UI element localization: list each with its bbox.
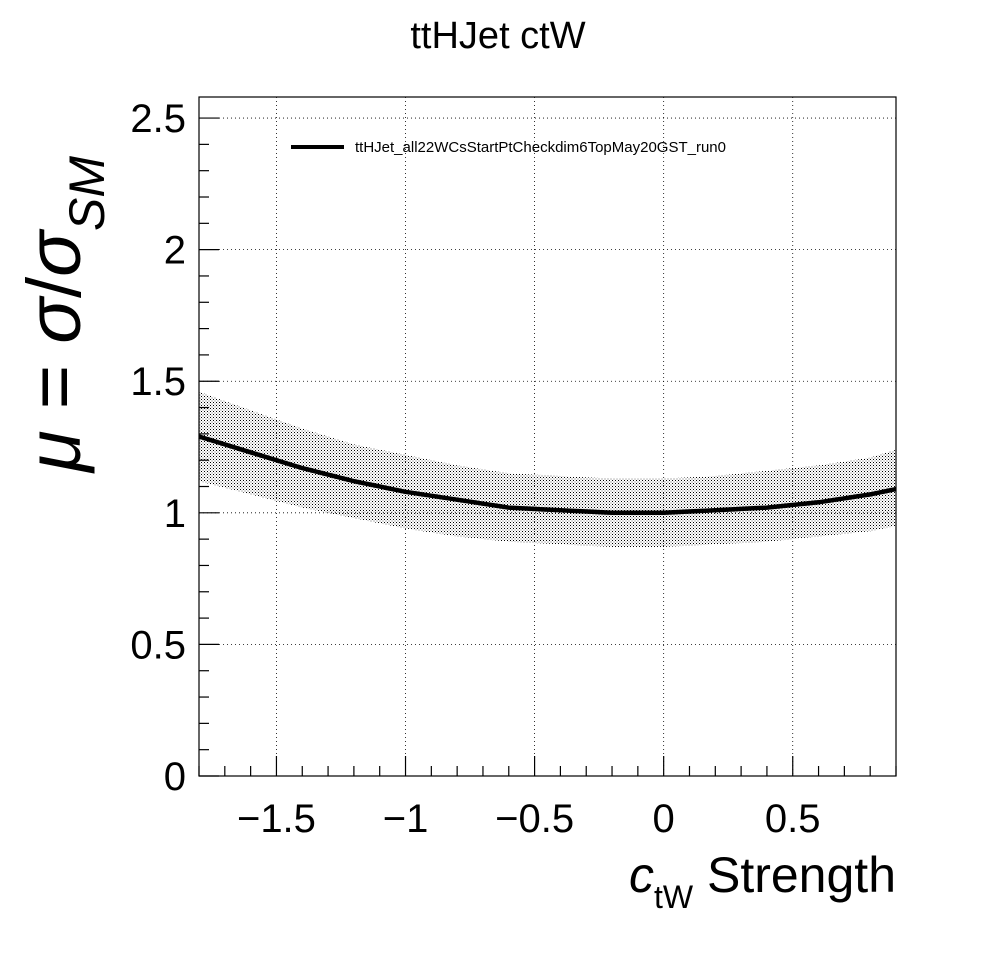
x-tick-label: 0 bbox=[653, 797, 675, 841]
chart-title: ttHJet ctW bbox=[410, 15, 585, 57]
series-line-group bbox=[198, 434, 897, 516]
x-tick-label: −0.5 bbox=[495, 797, 574, 841]
y-axis-label-subscript: SM bbox=[59, 156, 115, 231]
x-tick-label: 0.5 bbox=[765, 797, 821, 841]
y-tick-labels: 0 0.5 1 1.5 2 2.5 bbox=[130, 97, 186, 799]
y-tick-label: 1.5 bbox=[130, 360, 186, 404]
y-axis-label-slash: / bbox=[12, 276, 97, 298]
series-line bbox=[198, 434, 897, 516]
y-tick-label: 2.5 bbox=[130, 97, 186, 141]
plot-frame bbox=[198, 96, 897, 777]
y-tick-label: 2 bbox=[164, 229, 186, 273]
y-tick-label: 0 bbox=[164, 755, 186, 799]
x-axis-label-symbol: c bbox=[629, 847, 654, 903]
y-axis-label: μ = σ/σSM bbox=[12, 156, 115, 474]
y-tick-label: 0.5 bbox=[130, 623, 186, 667]
legend: ttHJet_all22WCsStartPtCheckdim6TopMay20G… bbox=[291, 139, 726, 156]
y-axis-label-mu: μ bbox=[12, 430, 97, 474]
x-axis-label: ctW Strength bbox=[629, 847, 896, 915]
x-tick-label: −1.5 bbox=[237, 797, 316, 841]
y-axis-label-sigma: σ bbox=[12, 295, 97, 344]
x-axis-label-subscript: tW bbox=[654, 879, 694, 915]
y-axis-label-eq: = bbox=[12, 344, 97, 431]
x-tick-labels: −1.5 −1 −0.5 0 0.5 bbox=[237, 797, 821, 841]
x-axis-label-suffix: Strength bbox=[693, 847, 896, 903]
legend-entry-label: ttHJet_all22WCsStartPtCheckdim6TopMay20G… bbox=[355, 139, 726, 156]
axis-ticks bbox=[198, 117, 897, 777]
x-tick-label: −1 bbox=[383, 797, 429, 841]
y-tick-label: 1 bbox=[164, 492, 186, 536]
y-axis-label-sigma-sm: σ bbox=[12, 228, 97, 277]
